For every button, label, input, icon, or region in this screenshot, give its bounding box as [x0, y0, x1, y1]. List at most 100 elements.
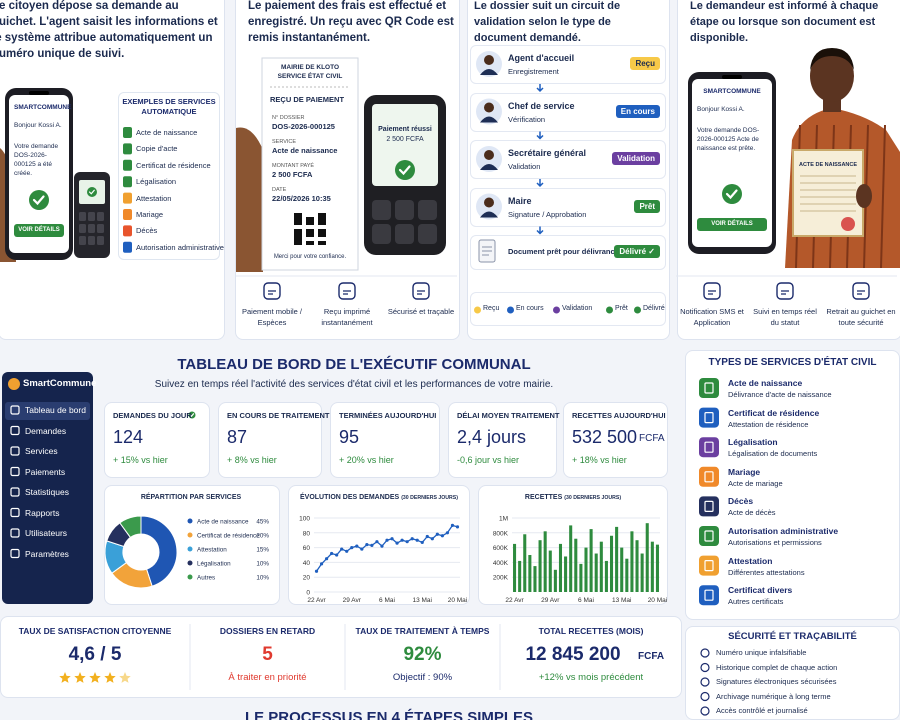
- legend-row: [470, 292, 666, 326]
- nav-item[interactable]: Services: [25, 446, 58, 456]
- qr-cell: [306, 241, 310, 245]
- legend-label: Délivré: [643, 305, 665, 312]
- service-item: Décès: [136, 226, 158, 236]
- security-icon: [700, 706, 710, 716]
- bar: [609, 535, 614, 592]
- kpi-delta: + 20% vs hier: [339, 455, 394, 465]
- legend-swatch: [187, 518, 193, 524]
- feature-label: Suivi en temps réel du statut: [753, 307, 817, 327]
- avatar-head: [484, 55, 494, 65]
- service-icon: [699, 496, 719, 517]
- service-desc: Attestation de résidence: [728, 419, 809, 429]
- x-tick-label: 29 Avr: [541, 597, 560, 604]
- qr-cell: [294, 229, 298, 233]
- kpi-unit: FCFA: [639, 433, 665, 444]
- phone-button: [697, 218, 767, 231]
- service-item: Légalisation: [136, 177, 177, 187]
- data-label: 10%: [256, 560, 269, 567]
- line-point: [440, 534, 444, 538]
- x-tick-label: 20 Mai: [648, 597, 668, 604]
- nav-item[interactable]: Paramètres: [25, 548, 69, 559]
- kpi-label: EN COURS DE TRAITEMENT: [227, 411, 330, 420]
- line-point: [314, 569, 319, 573]
- services-panel: [685, 350, 900, 620]
- receipt-field-label: MONTANT PAYÉ: [272, 163, 315, 169]
- terminal-key: [395, 224, 414, 244]
- line-point: [360, 547, 364, 551]
- y-tick-label: 200K: [493, 575, 509, 582]
- service-icon-doc: [704, 530, 714, 542]
- line-point: [450, 523, 455, 528]
- avatar-body: [480, 164, 498, 170]
- line-point: [365, 543, 369, 547]
- summary-note: Objectif : 90%: [392, 672, 453, 683]
- legend-label: Reçu: [483, 305, 500, 312]
- circuit-role: Maire: [508, 195, 532, 206]
- service-desc: Autres certificats: [728, 597, 784, 607]
- bar: [543, 531, 547, 592]
- bar: [548, 550, 552, 592]
- dashboard-subtitle: Suivez en temps réel l'activité des serv…: [154, 379, 554, 390]
- bar: [518, 560, 522, 592]
- terminal-key: [418, 200, 437, 220]
- line-point: [350, 546, 354, 550]
- kpi-label: DÉLAI MOYEN TRAITEMENT: [457, 411, 560, 420]
- phone-notch: [722, 75, 742, 79]
- summary-label: TOTAL RECETTES (MOIS): [538, 626, 644, 636]
- terminal-amount: 2 500 FCFA: [386, 136, 424, 143]
- qr-cell: [322, 241, 326, 245]
- nav-item[interactable]: Statistiques: [25, 487, 69, 497]
- service-icon: [123, 127, 132, 138]
- service-name: Attestation: [728, 555, 773, 566]
- kpi-value: 124: [113, 427, 144, 447]
- nav-item[interactable]: Rapports: [25, 507, 60, 518]
- flow-arrow: [536, 131, 544, 140]
- services-title: EXEMPLES DE SERVICES AUTOMATIQUE: [122, 97, 216, 116]
- qr-cell: [318, 217, 322, 221]
- bar: [594, 553, 598, 592]
- legend-label: En cours: [516, 305, 544, 312]
- circuit-role: Chef de service: [508, 100, 575, 111]
- nav-item[interactable]: Paiements: [25, 466, 66, 477]
- service-name: Certificat divers: [728, 585, 793, 596]
- qr-cell: [322, 213, 326, 217]
- bar: [604, 560, 608, 592]
- terminal-key: [88, 212, 95, 221]
- legend-dot: [474, 306, 481, 314]
- feature-icon-detail: [343, 290, 351, 295]
- qr-cell: [322, 229, 326, 233]
- phone-screen: [692, 79, 772, 247]
- qr-cell: [298, 241, 302, 245]
- avatar-head: [484, 197, 494, 208]
- check-circle: [29, 190, 49, 210]
- qr-cell: [310, 217, 314, 221]
- nav-item[interactable]: Tableau de bord: [25, 405, 86, 415]
- rating-star: [59, 672, 71, 683]
- nav-item[interactable]: Utilisateurs: [25, 528, 68, 538]
- summary-label: DOSSIERS EN RETARD: [219, 626, 316, 636]
- step-text: Le citoyen dépose sa demande au guichet.…: [0, 0, 218, 60]
- terminal-key: [79, 224, 86, 233]
- line-point: [340, 547, 344, 551]
- terminal-screen: [372, 104, 438, 186]
- bar: [630, 531, 634, 592]
- line-point: [430, 537, 434, 541]
- chart-title: RECETTES: [525, 494, 563, 501]
- service-item: Attestation: [136, 193, 172, 203]
- chart-card: [288, 485, 470, 605]
- service-icon: [699, 378, 719, 398]
- bar: [615, 526, 619, 592]
- qr-cell: [298, 233, 302, 237]
- qr-cell: [294, 237, 298, 241]
- service-icon: [123, 241, 132, 253]
- flow-arrow: [536, 226, 544, 235]
- bar: [599, 541, 603, 592]
- nav-item[interactable]: Demandes: [25, 425, 67, 436]
- kpi-card: [330, 402, 440, 478]
- bar: [533, 566, 537, 592]
- qr-cell: [294, 233, 298, 237]
- chart-title: RÉPARTITION PAR SERVICES: [141, 492, 242, 501]
- kpi-card: [218, 402, 322, 478]
- qr-cell: [322, 221, 326, 225]
- line-point: [385, 538, 389, 542]
